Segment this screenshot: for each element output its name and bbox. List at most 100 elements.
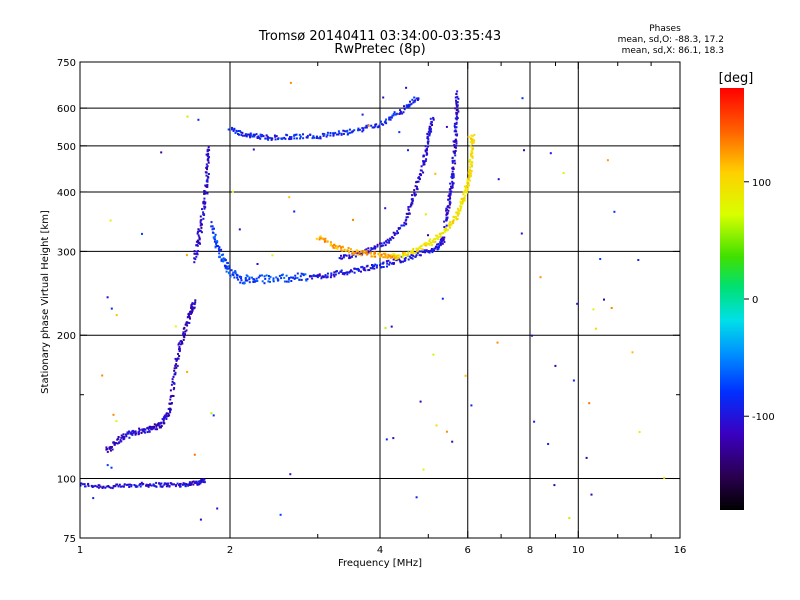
trace-point — [389, 118, 392, 121]
trace-point — [245, 135, 248, 138]
trace-point — [120, 440, 123, 443]
noise-point — [92, 497, 95, 500]
trace-point — [129, 483, 132, 486]
trace-point — [466, 185, 469, 188]
trace-point — [380, 253, 383, 256]
trace-point — [392, 113, 395, 115]
noise-point — [562, 172, 565, 174]
trace-point — [249, 136, 252, 139]
x-axis-label: Frequency [MHz] — [338, 558, 422, 569]
trace-point — [379, 242, 381, 245]
trace-point — [144, 431, 146, 434]
trace-point — [84, 485, 86, 488]
trace-point — [342, 254, 345, 257]
trace-point — [357, 127, 360, 130]
trace-point — [217, 247, 220, 250]
trace-point — [229, 275, 232, 278]
trace-point — [454, 133, 457, 136]
trace-point — [200, 480, 203, 483]
trace-point — [436, 238, 439, 241]
trace-point — [173, 369, 176, 372]
trace-point — [321, 275, 324, 278]
trace-point — [158, 422, 160, 425]
trace-point — [197, 228, 200, 231]
trace-point — [413, 191, 416, 194]
trace-point — [334, 245, 337, 248]
noise-point — [252, 148, 255, 151]
trace-point — [157, 424, 160, 427]
noise-point — [106, 296, 109, 299]
trace-point — [415, 97, 418, 100]
y-axis-label: Stationary phase Virtual Height [km] — [40, 210, 51, 394]
trace-point — [232, 271, 235, 274]
trace-point — [455, 146, 457, 149]
trace-point — [199, 482, 202, 485]
trace-point — [342, 133, 345, 135]
trace-point — [304, 273, 307, 276]
trace-point — [172, 388, 175, 391]
trace-point — [422, 155, 425, 158]
noise-point — [533, 420, 536, 423]
trace-point — [318, 238, 321, 241]
trace-point — [410, 203, 413, 206]
trace-point — [440, 240, 443, 243]
trace-point — [455, 121, 458, 124]
trace-point — [438, 232, 441, 235]
trace-point — [196, 232, 199, 235]
trace-point — [431, 239, 434, 242]
noise-point — [186, 370, 189, 373]
trace-point — [435, 234, 438, 237]
trace-point — [329, 134, 332, 137]
trace-point — [425, 249, 428, 252]
trace-point — [246, 279, 249, 282]
trace-point — [225, 270, 228, 273]
trace-point — [172, 375, 175, 378]
trace-point — [456, 218, 459, 220]
trace-point — [346, 249, 349, 252]
trace-point — [385, 118, 388, 121]
trace-point — [213, 235, 216, 238]
trace-point — [132, 431, 135, 434]
trace-point — [445, 224, 448, 227]
trace-point — [448, 203, 451, 206]
trace-point — [266, 135, 269, 138]
trace-point — [428, 243, 431, 246]
trace-point — [330, 272, 333, 275]
noise-point — [141, 232, 143, 235]
trace-point — [206, 148, 209, 151]
trace-point — [470, 134, 473, 137]
trace-point — [200, 479, 203, 481]
trace-point — [361, 265, 364, 268]
trace-point — [198, 230, 201, 233]
trace-point — [163, 416, 166, 419]
noise-point — [160, 151, 163, 154]
trace-point — [313, 136, 316, 139]
trace-point — [466, 191, 468, 194]
trace-point — [206, 165, 209, 168]
noise-point — [419, 400, 422, 403]
trace-point — [191, 307, 194, 310]
trace-point — [426, 132, 429, 135]
trace-point — [194, 301, 197, 304]
trace-point — [179, 343, 182, 346]
trace-point — [240, 134, 243, 136]
trace-point — [283, 276, 286, 279]
trace-point — [388, 263, 391, 266]
trace-point — [422, 160, 425, 163]
trace-point — [454, 107, 457, 110]
trace-point — [122, 433, 125, 436]
trace-point — [333, 275, 336, 278]
trace-point — [302, 137, 305, 140]
trace-point — [457, 207, 459, 210]
trace-point — [404, 256, 407, 259]
trace-point — [389, 254, 392, 257]
trace-point — [197, 234, 200, 237]
trace-point — [282, 137, 284, 140]
trace-point — [340, 269, 343, 272]
trace-point — [206, 192, 209, 195]
noise-point — [422, 468, 425, 471]
trace-point — [195, 480, 198, 483]
trace-point — [332, 134, 335, 137]
trace-point — [150, 426, 153, 429]
trace-point — [457, 214, 459, 217]
